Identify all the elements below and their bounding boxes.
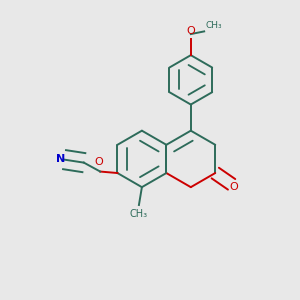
Text: CH₃: CH₃ [130, 208, 148, 219]
Text: O: O [94, 157, 103, 167]
Text: N: N [56, 154, 66, 164]
Text: O: O [230, 182, 238, 192]
Text: CH₃: CH₃ [206, 21, 222, 30]
Text: O: O [186, 26, 195, 37]
